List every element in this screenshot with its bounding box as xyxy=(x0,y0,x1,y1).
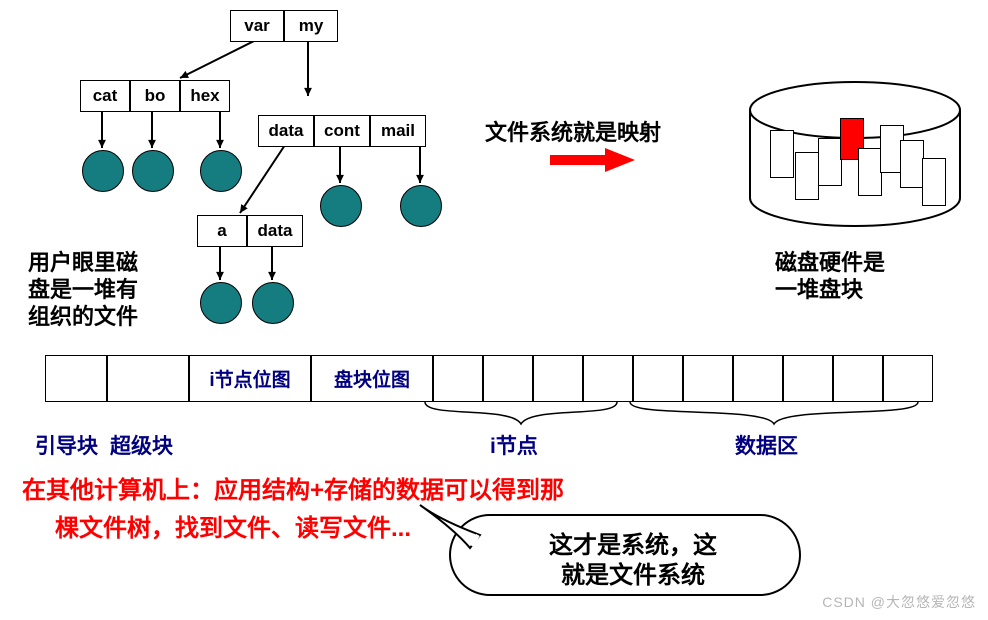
leaf-circle xyxy=(200,150,242,192)
mapping-label: 文件系统就是映射 xyxy=(485,115,661,147)
strip-cell xyxy=(733,355,783,402)
strip-cell xyxy=(883,355,933,402)
strip-cell xyxy=(483,355,533,402)
tree-node: datacontmail xyxy=(258,115,426,147)
label-data: 数据区 xyxy=(735,430,798,460)
strip-cell xyxy=(45,355,107,402)
left-text-3: 组织的文件 xyxy=(28,299,138,331)
strip-cell xyxy=(433,355,483,402)
strip-cell xyxy=(107,355,189,402)
bubble-l2: 就是文件系统 xyxy=(478,555,788,590)
tree-cell: cat xyxy=(80,80,130,112)
disk-block xyxy=(900,140,924,188)
strip-cell xyxy=(683,355,733,402)
strip-cell xyxy=(633,355,683,402)
tree-cell: my xyxy=(284,10,338,42)
strip-row: i节点位图盘块位图 xyxy=(45,355,933,402)
tree-cell: mail xyxy=(370,115,426,147)
tree-cell: data xyxy=(247,215,303,247)
strip-cell xyxy=(833,355,883,402)
arrow-icon xyxy=(550,148,640,172)
label-boot: 引导块 xyxy=(35,430,98,460)
disk-block xyxy=(858,148,882,196)
strip-cell: i节点位图 xyxy=(189,355,311,402)
leaf-circle xyxy=(200,282,242,324)
tree-node: adata xyxy=(197,215,303,247)
leaf-circle xyxy=(82,150,124,192)
disk-label2: 一堆盘块 xyxy=(775,272,863,304)
disk-block xyxy=(922,158,946,206)
disk-block xyxy=(795,152,819,200)
tree-cell: a xyxy=(197,215,247,247)
strip-cell xyxy=(583,355,633,402)
tree-node: catbohex xyxy=(80,80,230,112)
leaf-circle xyxy=(400,185,442,227)
strip-cell: 盘块位图 xyxy=(311,355,433,402)
leaf-circle xyxy=(252,282,294,324)
strip-cell xyxy=(783,355,833,402)
leaf-circle xyxy=(132,150,174,192)
tree-node: varmy xyxy=(230,10,338,42)
tree-cell: var xyxy=(230,10,284,42)
disk-block xyxy=(770,130,794,178)
tree-cell: cont xyxy=(314,115,370,147)
label-inode: i节点 xyxy=(490,430,538,460)
red-line-2: 棵文件树，找到文件、读写文件... xyxy=(55,508,411,543)
tree-cell: bo xyxy=(130,80,180,112)
tree-cell: data xyxy=(258,115,314,147)
strip-cell xyxy=(533,355,583,402)
disk-block xyxy=(818,138,842,186)
leaf-circle xyxy=(320,185,362,227)
label-super: 超级块 xyxy=(110,430,173,460)
tree-cell: hex xyxy=(180,80,230,112)
watermark: CSDN @大忽悠爱忽悠 xyxy=(822,592,976,612)
